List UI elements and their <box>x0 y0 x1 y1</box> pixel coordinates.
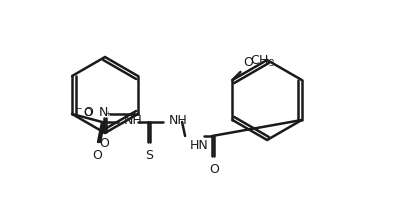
Text: $^+$: $^+$ <box>104 111 112 121</box>
Text: S: S <box>145 149 153 162</box>
Text: O: O <box>243 56 253 69</box>
Text: N: N <box>99 106 109 119</box>
Text: O: O <box>209 163 219 176</box>
Text: $^-$O: $^-$O <box>74 106 94 118</box>
Text: O: O <box>92 149 102 162</box>
Text: HN: HN <box>190 139 209 152</box>
Text: CH$_3$: CH$_3$ <box>250 54 275 69</box>
Text: NH: NH <box>169 114 188 126</box>
Text: O: O <box>99 137 109 150</box>
Text: NH: NH <box>124 114 143 126</box>
Text: O: O <box>83 106 93 119</box>
